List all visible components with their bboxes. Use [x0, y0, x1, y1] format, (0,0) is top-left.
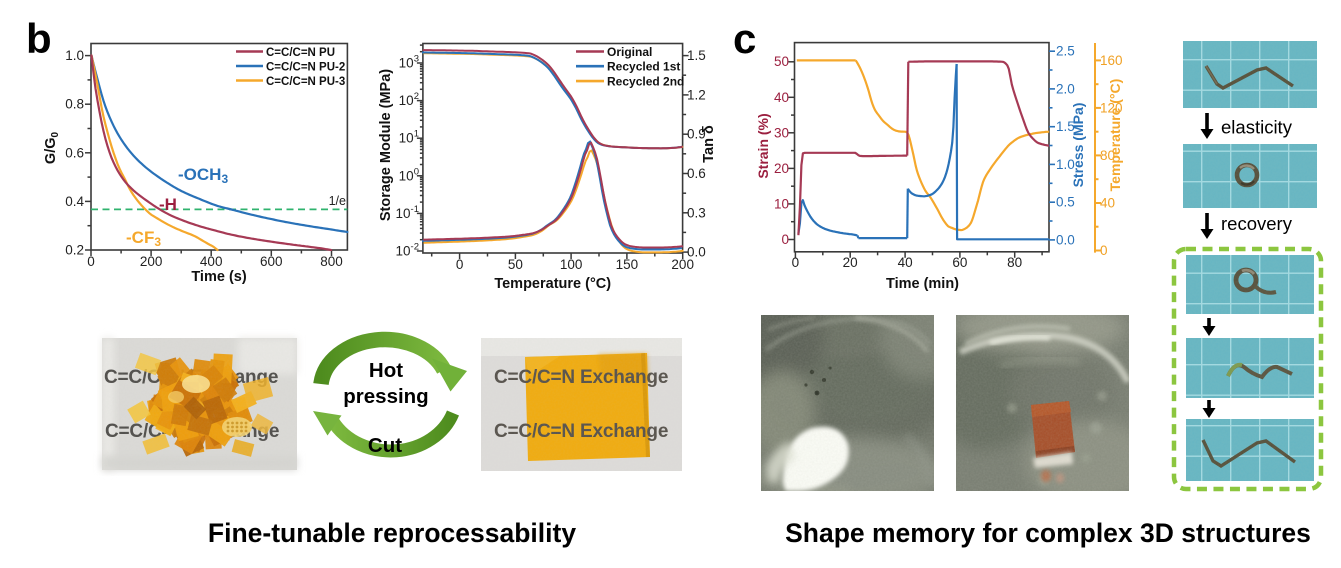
svg-text:Strain (%): Strain (%): [755, 113, 771, 178]
svg-text:2.0: 2.0: [1056, 81, 1075, 96]
svg-text:400: 400: [200, 254, 223, 269]
svg-text:0.2: 0.2: [65, 243, 84, 258]
svg-text:Storage Module (MPa): Storage Module (MPa): [378, 69, 394, 221]
svg-text:0.5: 0.5: [1056, 195, 1075, 210]
svg-text:1.5: 1.5: [1056, 119, 1075, 134]
svg-text:Hot: Hot: [369, 359, 403, 382]
svg-text:30: 30: [774, 125, 789, 140]
svg-text:80: 80: [1007, 255, 1022, 270]
svg-text:103: 103: [399, 54, 419, 71]
svg-text:c: c: [733, 15, 756, 62]
svg-text:0.6: 0.6: [65, 145, 84, 160]
svg-text:1.0: 1.0: [1056, 157, 1075, 172]
svg-text:20: 20: [843, 255, 858, 270]
svg-text:G/G0: G/G0: [43, 131, 61, 164]
svg-text:0: 0: [781, 232, 789, 247]
svg-text:600: 600: [260, 254, 283, 269]
svg-text:100: 100: [560, 257, 583, 272]
svg-text:50: 50: [774, 54, 789, 69]
svg-text:0.9: 0.9: [687, 127, 706, 142]
svg-text:Time (s): Time (s): [191, 269, 247, 285]
svg-text:80: 80: [1100, 148, 1115, 163]
svg-text:pressing: pressing: [343, 385, 428, 408]
svg-text:0.0: 0.0: [687, 245, 706, 260]
svg-text:0.6: 0.6: [687, 166, 706, 181]
svg-text:1.2: 1.2: [687, 87, 706, 102]
svg-text:0.3: 0.3: [687, 205, 706, 220]
svg-text:Stress (MPa): Stress (MPa): [1070, 103, 1086, 188]
svg-text:40: 40: [898, 255, 913, 270]
svg-text:10: 10: [774, 196, 789, 211]
svg-text:recovery: recovery: [1221, 213, 1293, 234]
svg-text:2.5: 2.5: [1056, 44, 1075, 59]
svg-text:-CF3: -CF3: [126, 228, 161, 249]
svg-text:elasticity: elasticity: [1221, 117, 1293, 138]
svg-text:200: 200: [671, 257, 694, 272]
svg-text:150: 150: [616, 257, 639, 272]
svg-text:Shape memory for complex 3D st: Shape memory for complex 3D structures: [785, 518, 1311, 548]
svg-text:Time (min): Time (min): [886, 276, 959, 292]
svg-text:-OCH3: -OCH3: [178, 165, 228, 186]
svg-text:C=C/C=N PU-3: C=C/C=N PU-3: [266, 76, 345, 88]
svg-text:C=C/C=N PU: C=C/C=N PU: [266, 47, 335, 59]
svg-text:-H: -H: [159, 195, 177, 214]
svg-text:40: 40: [1100, 196, 1115, 211]
svg-text:1.0: 1.0: [65, 48, 84, 63]
svg-text:10-1: 10-1: [396, 204, 419, 221]
svg-text:b: b: [26, 15, 52, 62]
svg-text:Original: Original: [607, 45, 652, 59]
svg-text:160: 160: [1100, 53, 1123, 68]
svg-text:Recycled 2nd: Recycled 2nd: [607, 75, 684, 89]
svg-text:C=C/C=N PU-2: C=C/C=N PU-2: [266, 61, 345, 73]
svg-text:60: 60: [952, 255, 967, 270]
svg-text:1/e: 1/e: [329, 194, 346, 208]
svg-text:Temperature (°C): Temperature (°C): [1107, 79, 1123, 192]
svg-text:Cut: Cut: [368, 434, 402, 457]
svg-text:200: 200: [140, 254, 163, 269]
svg-text:0: 0: [1100, 243, 1108, 258]
svg-text:0: 0: [456, 257, 464, 272]
svg-text:Temperature (°C): Temperature (°C): [494, 276, 611, 292]
svg-text:0.8: 0.8: [65, 97, 84, 112]
svg-text:0.4: 0.4: [65, 194, 84, 209]
svg-text:100: 100: [399, 166, 419, 183]
svg-text:Tan δ: Tan δ: [701, 125, 717, 163]
svg-text:10-2: 10-2: [396, 242, 419, 259]
svg-text:800: 800: [320, 254, 343, 269]
svg-text:101: 101: [399, 129, 419, 146]
svg-text:0.0: 0.0: [1056, 232, 1075, 247]
svg-text:50: 50: [508, 257, 523, 272]
svg-text:40: 40: [774, 90, 789, 105]
svg-text:Fine-tunable reprocessability: Fine-tunable reprocessability: [208, 518, 576, 548]
svg-text:0: 0: [87, 254, 95, 269]
svg-text:1.5: 1.5: [687, 48, 706, 63]
svg-text:Recycled 1st: Recycled 1st: [607, 60, 680, 74]
svg-text:120: 120: [1100, 100, 1123, 115]
svg-text:20: 20: [774, 161, 789, 176]
svg-text:0: 0: [792, 255, 800, 270]
svg-text:102: 102: [399, 91, 419, 108]
